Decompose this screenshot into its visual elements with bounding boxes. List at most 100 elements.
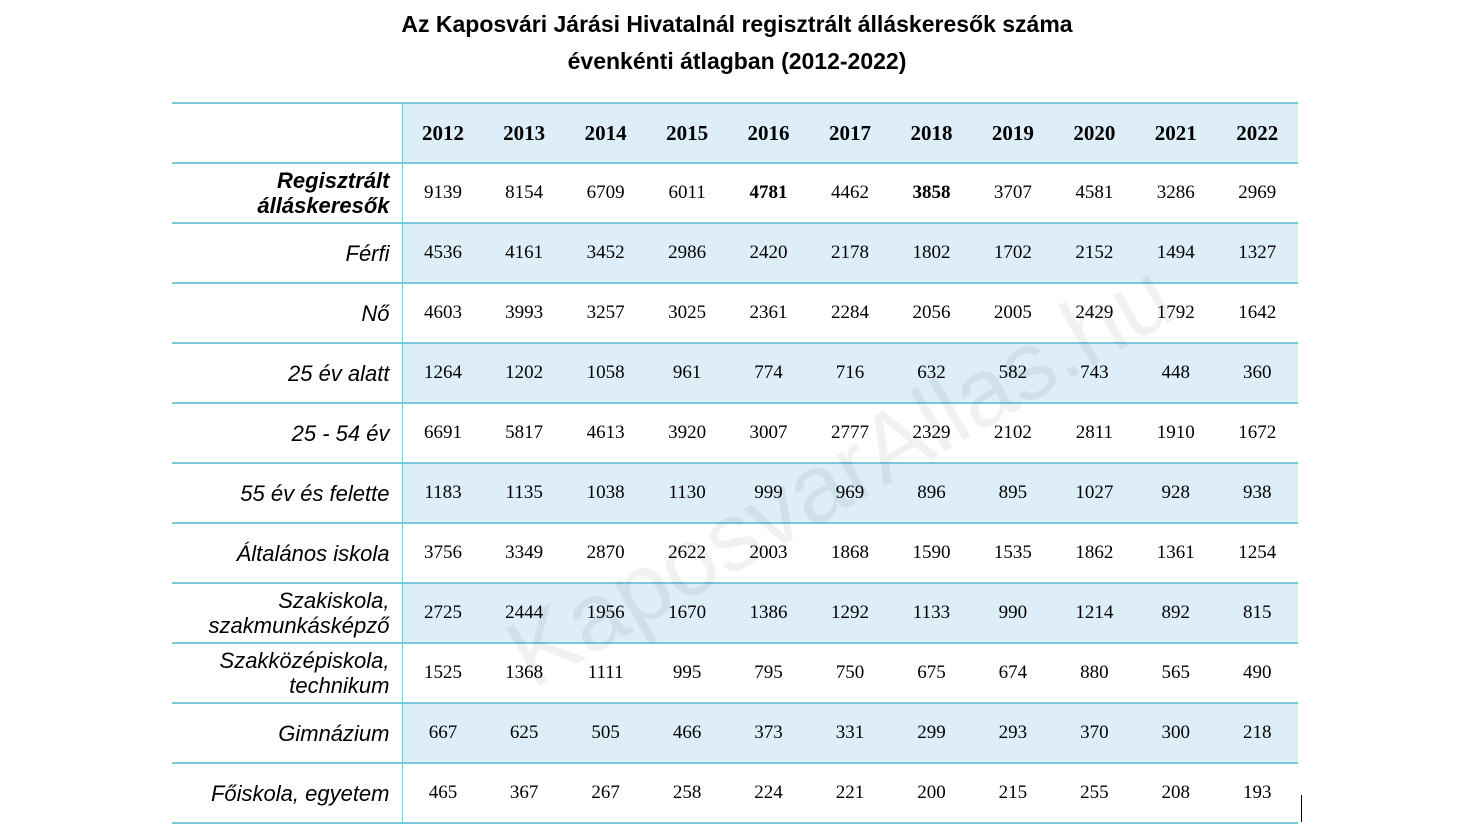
- value-cell: 1792: [1135, 282, 1217, 344]
- value-cell: 6011: [646, 162, 728, 224]
- value-cell: 2622: [646, 522, 728, 584]
- value-cell: 9139: [402, 162, 484, 224]
- year-header-2019: 2019: [972, 102, 1054, 164]
- table-row: Férfi 4536 4161 3452 2986 2420 2178 1802 1702 215…: [172, 222, 1298, 284]
- value-cell: 3349: [483, 522, 565, 584]
- value-cell: 2056: [890, 282, 973, 344]
- value-cell: 2005: [972, 282, 1054, 344]
- value-cell: 632: [890, 342, 973, 404]
- value-cell: 750: [809, 642, 891, 704]
- value-cell: 8154: [483, 162, 565, 224]
- value-cell: 3993: [483, 282, 565, 344]
- value-cell: 743: [1053, 342, 1136, 404]
- value-cell: 3025: [646, 282, 728, 344]
- value-cell: 815: [1216, 582, 1298, 644]
- value-cell: 3452: [564, 222, 647, 284]
- table-row: Gimnázium 667 625 505 466 373 331 299 293 370 300 2…: [172, 702, 1298, 764]
- value-cell: 1058: [564, 342, 647, 404]
- row-label: Férfi: [172, 222, 403, 284]
- table-row: 55 év és felette 1183 1135 1038 1130 999 969 89…: [172, 462, 1298, 524]
- value-cell: 4613: [564, 402, 647, 464]
- value-cell: 1202: [483, 342, 565, 404]
- row-label-line: 25 - 54 év: [291, 420, 390, 446]
- year-header-2015: 2015: [646, 102, 728, 164]
- value-cell: 4603: [402, 282, 484, 344]
- value-cell: 1135: [483, 462, 565, 524]
- value-cell: 1254: [1216, 522, 1298, 584]
- year-header-2013: 2013: [483, 102, 565, 164]
- row-label: Főiskola, egyetem: [172, 762, 403, 824]
- value-cell: 995: [646, 642, 728, 704]
- value-cell: 674: [972, 642, 1054, 704]
- value-cell: 1327: [1216, 222, 1298, 284]
- value-cell: 208: [1135, 762, 1217, 824]
- value-cell: 2969: [1216, 162, 1298, 224]
- value-cell: 465: [402, 762, 484, 824]
- value-cell: 4462: [809, 162, 891, 224]
- year-header-2012: 2012: [402, 102, 484, 164]
- year-header-2021: 2021: [1135, 102, 1217, 164]
- year-header-2017: 2017: [809, 102, 891, 164]
- value-cell: 367: [483, 762, 565, 824]
- row-label-line: Nő: [361, 300, 390, 326]
- table-row: 25 - 54 év 6691 5817 4613 3920 3007 2777 2329 21…: [172, 402, 1298, 464]
- row-label-line: 25 év alatt: [287, 360, 390, 386]
- value-cell: 1672: [1216, 402, 1298, 464]
- table-row: Regisztrált álláskeresők 9139 8154 6709 6011 4…: [172, 162, 1298, 224]
- value-cell: 938: [1216, 462, 1298, 524]
- row-label-line: 55 év és felette: [240, 480, 390, 506]
- value-cell: 300: [1135, 702, 1217, 764]
- value-cell: 3756: [402, 522, 484, 584]
- value-cell: 1130: [646, 462, 728, 524]
- value-cell: 4161: [483, 222, 565, 284]
- value-cell: 6691: [402, 402, 484, 464]
- row-label-line: Regisztrált: [277, 168, 390, 193]
- value-cell: 1111: [564, 642, 647, 704]
- page-title: Az Kaposvári Járási Hivatalnál regisztrá…: [0, 6, 1474, 80]
- value-cell: 258: [646, 762, 728, 824]
- row-label: Nő: [172, 282, 403, 344]
- value-cell: 774: [727, 342, 810, 404]
- value-cell: 999: [727, 462, 810, 524]
- value-cell: 1133: [890, 582, 973, 644]
- value-cell: 1868: [809, 522, 891, 584]
- value-cell: 1702: [972, 222, 1054, 284]
- value-cell: 961: [646, 342, 728, 404]
- value-cell: 895: [972, 462, 1054, 524]
- value-cell: 3007: [727, 402, 810, 464]
- value-cell: 2102: [972, 402, 1054, 464]
- value-cell: 1027: [1053, 462, 1136, 524]
- table-row: Nő 4603 3993 3257 3025 2361 2284 2056 2005 2429 17…: [172, 282, 1298, 344]
- value-cell: 1956: [564, 582, 647, 644]
- value-cell: 1368: [483, 642, 565, 704]
- value-cell: 2152: [1053, 222, 1136, 284]
- value-cell: 1525: [402, 642, 484, 704]
- row-label: 55 év és felette: [172, 462, 403, 524]
- value-cell: 625: [483, 702, 565, 764]
- value-cell: 2870: [564, 522, 647, 584]
- value-cell: 299: [890, 702, 973, 764]
- row-label: Regisztrált álláskeresők: [172, 162, 403, 224]
- title-line-2: évenkénti átlagban (2012-2022): [567, 48, 907, 74]
- value-cell: 4536: [402, 222, 484, 284]
- value-cell: 1590: [890, 522, 973, 584]
- text-cursor: [1301, 795, 1302, 822]
- value-cell: 215: [972, 762, 1054, 824]
- value-cell: 2777: [809, 402, 891, 464]
- value-cell: 3858: [890, 162, 973, 224]
- value-cell: 5817: [483, 402, 565, 464]
- value-cell: 1214: [1053, 582, 1136, 644]
- year-header-2022: 2022: [1216, 102, 1298, 164]
- corner-cell: [172, 102, 403, 164]
- value-cell: 3920: [646, 402, 728, 464]
- value-cell: 3707: [972, 162, 1054, 224]
- value-cell: 1535: [972, 522, 1054, 584]
- value-cell: 218: [1216, 702, 1298, 764]
- value-cell: 505: [564, 702, 647, 764]
- table-row: Főiskola, egyetem 465 367 267 258 224 221 200 21…: [172, 762, 1298, 824]
- value-cell: 2003: [727, 522, 810, 584]
- value-cell: 1264: [402, 342, 484, 404]
- value-cell: 2725: [402, 582, 484, 644]
- value-cell: 892: [1135, 582, 1217, 644]
- value-cell: 880: [1053, 642, 1136, 704]
